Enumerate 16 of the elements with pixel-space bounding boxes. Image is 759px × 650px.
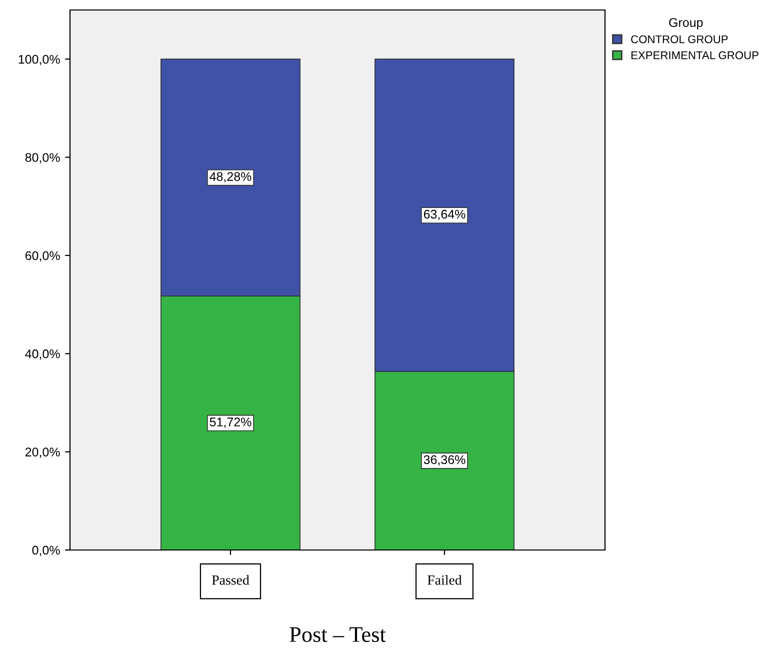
data-label: 48,28% [210,172,252,182]
y-tick-label: 0,0% [32,546,60,556]
y-tick-label: 80,0% [25,153,60,164]
legend-label: CONTROL GROUP [631,35,728,44]
data-label: 63,64% [424,210,466,220]
y-tick-label: 100,0% [18,54,60,66]
data-label: 36,36% [424,455,466,466]
x-tick-label: Failed [428,575,462,585]
y-tick-label: 40,0% [25,349,60,360]
legend-label: EXPERIMENTAL GROUP [631,51,758,60]
y-tick-label: 20,0% [25,448,60,458]
y-tick-label: 60,0% [25,251,60,262]
x-tick-label: Passed [212,575,250,585]
data-label: 51,72% [210,418,252,428]
legend-title: Group [669,18,703,30]
x-axis-title: Post – Test [290,627,386,642]
